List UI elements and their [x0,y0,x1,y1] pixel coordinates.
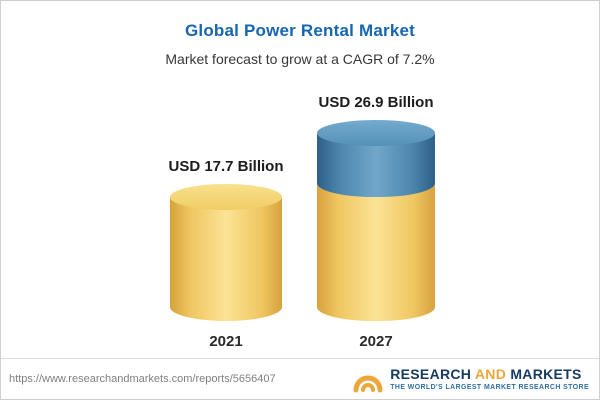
report-url-link[interactable]: https://www.researchandmarkets.com/repor… [9,373,276,385]
axis-label-2027: 2027 [359,333,393,350]
logo-wordmark: RESEARCH AND MARKETS [390,365,589,382]
cylinder-top-2027 [317,119,435,146]
logo-text: RESEARCH AND MARKETS THE WORLD'S LARGEST… [390,365,589,392]
value-label-2021: USD 17.7 Billion [168,158,284,176]
cylinder-chart: USD 17.7 Billion 2021 USD 26.9 Billion 2… [1,81,599,358]
logo-word-and: AND [474,365,507,382]
bar-2021 [170,184,282,321]
chart-header: Global Power Rental Market Market foreca… [1,1,599,67]
research-and-markets-logo: RESEARCH AND MARKETS THE WORLD'S LARGEST… [352,365,589,393]
logo-tagline: THE WORLD'S LARGEST MARKET RESEARCH STOR… [390,384,589,392]
axis-label-2021: 2021 [209,333,243,350]
logo-arcs-icon [353,375,383,393]
value-label-2027: USD 26.9 Billion [318,93,434,111]
page-title: Global Power Rental Market [184,21,416,40]
bar-group-2027: USD 26.9 Billion 2027 [301,94,451,350]
cylinder-blue-segment-2027 [317,119,435,198]
cylinder-yellow-segment-2027 [317,183,435,321]
bar-2027 [317,119,435,321]
footer-bar: https://www.researchandmarkets.com/repor… [1,358,599,399]
logo-word-research: RESEARCH [390,365,472,382]
cylinder-body-2021 [170,197,282,321]
bar-group-2021: USD 17.7 Billion 2021 [151,158,301,350]
logo-word-markets: MARKETS [510,365,582,382]
chart-subtitle: Market forecast to grow at a CAGR of 7.2… [165,51,435,67]
cylinder-top-2021 [170,184,282,211]
